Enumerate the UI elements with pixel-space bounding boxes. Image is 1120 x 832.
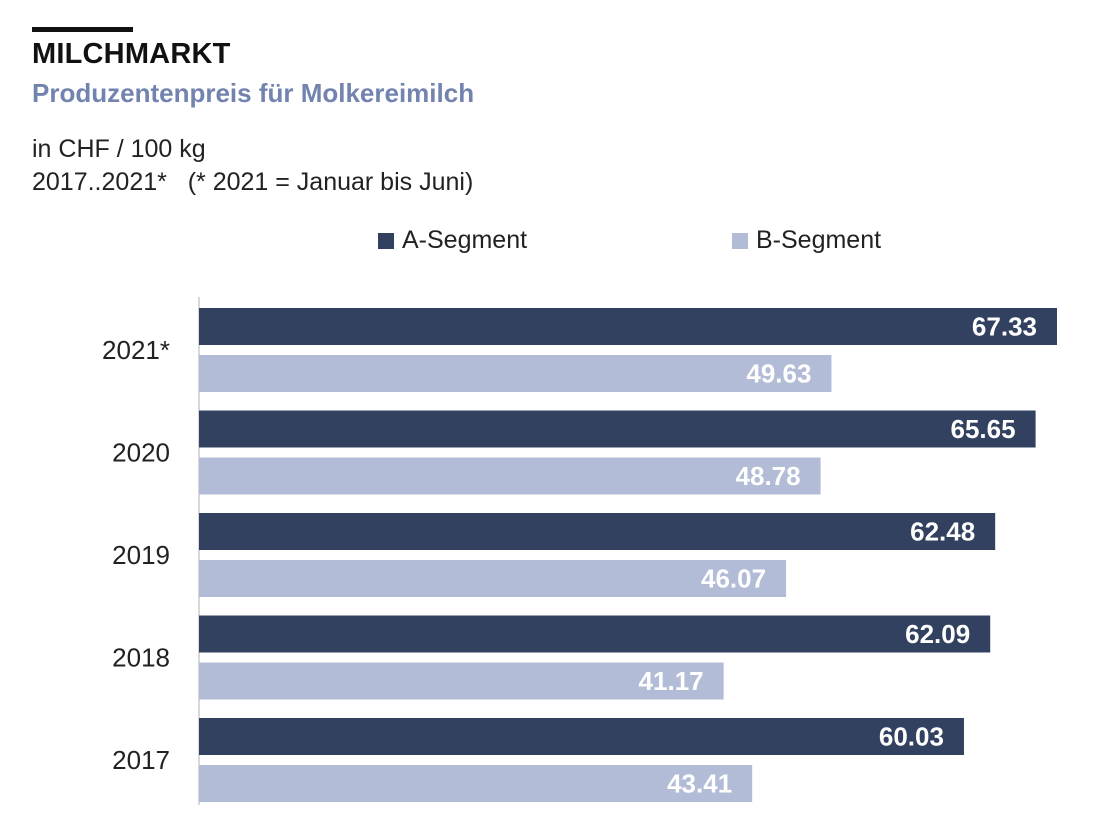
legend-label-b-segment: B-Segment	[756, 226, 882, 254]
title-accent-bar	[32, 27, 133, 32]
bar-a-segment	[199, 718, 964, 755]
data-label: 49.63	[746, 359, 811, 389]
category-label: 2019	[112, 540, 170, 570]
bar-b-segment	[199, 662, 724, 700]
chart-title: MILCHMARKT	[32, 38, 231, 70]
data-label: 48.78	[736, 461, 801, 491]
data-label: 65.65	[951, 414, 1016, 444]
data-label: 62.48	[910, 517, 975, 547]
bar-a-segment	[199, 308, 1057, 345]
bar-b-segment	[199, 560, 787, 597]
data-label: 46.07	[701, 564, 766, 594]
data-label: 60.03	[879, 722, 944, 752]
legend-label-a-segment: A-Segment	[402, 226, 528, 254]
legend-item-b-segment: B-Segment	[732, 226, 881, 255]
chart-subtitle: Produzentenpreis für Molkereimilch	[32, 78, 475, 108]
data-label: 62.09	[905, 619, 970, 649]
legend-swatch-b-segment	[732, 232, 748, 249]
data-label: 41.17	[639, 666, 704, 696]
bar-a-segment	[199, 513, 996, 550]
bar-a-segment	[199, 410, 1036, 448]
category-label: 2020	[112, 438, 170, 468]
legend-item-a-segment: A-Segment	[378, 226, 527, 255]
category-label: 2017	[112, 745, 170, 775]
period-note: 2017..2021* (* 2021 = Januar bis Juni)	[32, 168, 474, 196]
bar-a-segment	[199, 615, 991, 653]
category-label: 2021*	[102, 335, 170, 365]
bar-b-segment	[199, 457, 821, 495]
category-label: 2018	[112, 643, 170, 673]
legend-swatch-a-segment	[378, 232, 394, 249]
bar-b-segment	[199, 765, 753, 802]
data-label: 43.41	[667, 769, 732, 799]
data-label: 67.33	[972, 312, 1037, 342]
bar-b-segment	[199, 355, 832, 392]
unit-label: in CHF / 100 kg	[32, 135, 206, 163]
